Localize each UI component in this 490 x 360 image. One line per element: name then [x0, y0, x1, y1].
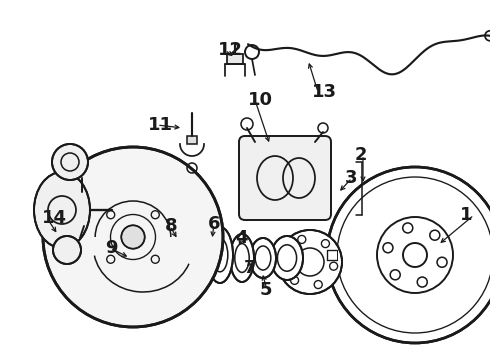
Text: 3: 3 — [345, 169, 358, 187]
Text: 13: 13 — [312, 83, 337, 101]
Bar — [187, 136, 197, 144]
Ellipse shape — [250, 238, 276, 278]
Circle shape — [122, 225, 145, 249]
Text: 4: 4 — [235, 229, 247, 247]
Ellipse shape — [230, 234, 254, 282]
Ellipse shape — [271, 236, 303, 280]
Circle shape — [327, 167, 490, 343]
Circle shape — [52, 144, 88, 180]
Text: 10: 10 — [248, 91, 273, 109]
Text: 2: 2 — [355, 146, 368, 164]
Text: 7: 7 — [244, 259, 256, 277]
Text: 14: 14 — [42, 209, 67, 227]
Text: 5: 5 — [260, 281, 272, 299]
Bar — [227, 54, 243, 64]
Text: 6: 6 — [208, 215, 220, 233]
Text: 11: 11 — [148, 116, 173, 134]
Text: 8: 8 — [165, 217, 177, 235]
Text: 1: 1 — [460, 206, 472, 224]
Text: 9: 9 — [105, 239, 118, 257]
FancyBboxPatch shape — [239, 136, 331, 220]
Circle shape — [278, 230, 342, 294]
Ellipse shape — [207, 227, 233, 283]
Ellipse shape — [34, 172, 90, 248]
Ellipse shape — [181, 219, 209, 285]
Text: 12: 12 — [218, 41, 243, 59]
Circle shape — [53, 236, 81, 264]
Circle shape — [43, 147, 223, 327]
